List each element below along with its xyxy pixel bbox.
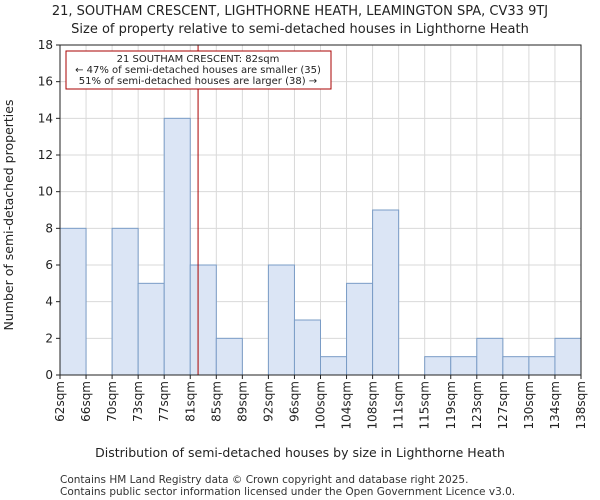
x-tick-label: 119sqm [444, 381, 458, 429]
annotation-line-3: 51% of semi-detached houses are larger (… [79, 76, 317, 87]
bar [528, 356, 556, 376]
bar [424, 356, 452, 376]
x-tick-label: 89sqm [235, 381, 249, 422]
y-tick-label: 18 [38, 38, 53, 52]
x-tick-label: 96sqm [287, 381, 301, 422]
x-tick-label: 81sqm [183, 381, 197, 422]
x-axis-label: Distribution of semi-detached houses by … [95, 445, 505, 460]
y-tick-label: 10 [38, 185, 53, 199]
bar [320, 356, 348, 376]
bar [450, 356, 478, 376]
x-tick-label: 138sqm [574, 381, 588, 429]
y-tick-label: 16 [38, 75, 53, 89]
y-tick-label: 8 [45, 221, 53, 235]
bar [267, 264, 295, 376]
x-tick-label: 62sqm [53, 381, 67, 422]
annotation-line-2: ← 47% of semi-detached houses are smalle… [75, 65, 321, 76]
x-tick-label: 115sqm [418, 381, 432, 429]
bar [476, 337, 504, 376]
y-tick-label: 12 [38, 148, 53, 162]
bar [111, 227, 139, 376]
bar [163, 117, 191, 376]
bar [346, 282, 374, 376]
x-tick-label: 77sqm [157, 381, 171, 422]
y-axis-label: Number of semi-detached properties [1, 100, 16, 331]
y-tick-label: 4 [45, 295, 53, 309]
x-tick-label: 92sqm [261, 381, 275, 422]
x-tick-label: 134sqm [548, 381, 562, 429]
bar [293, 319, 322, 376]
y-tick-label: 2 [45, 331, 53, 345]
x-tick-label: 127sqm [496, 381, 510, 429]
x-tick-label: 73sqm [131, 381, 145, 422]
x-tick-label: 123sqm [470, 381, 484, 429]
chart-title: 21, SOUTHAM CRESCENT, LIGHTHORNE HEATH, … [52, 4, 548, 19]
footer-line-1: Contains HM Land Registry data © Crown c… [60, 474, 468, 486]
bar [554, 337, 582, 376]
bar [137, 282, 165, 376]
footer-line-2: Contains public sector information licen… [60, 486, 515, 498]
y-axis-ticks: 0 2 4 6 8 10 12 14 16 18 [38, 38, 60, 382]
x-tick-label: 100sqm [314, 381, 328, 429]
annotation-box: 21 SOUTHAM CRESCENT: 82sqm ← 47% of semi… [65, 50, 332, 90]
bars [59, 117, 582, 376]
y-tick-label: 6 [45, 258, 53, 272]
bar [189, 264, 217, 376]
y-tick-label: 0 [45, 368, 53, 382]
x-tick-label: 111sqm [392, 381, 406, 429]
annotation-line-1: 21 SOUTHAM CRESCENT: 82sqm [117, 54, 280, 65]
x-tick-label: 108sqm [366, 381, 380, 429]
chart-subtitle: Size of property relative to semi-detach… [71, 22, 529, 37]
x-tick-label: 85sqm [209, 381, 223, 422]
annotation-frame [65, 50, 332, 90]
x-tick-label: 130sqm [522, 381, 536, 429]
bar [502, 356, 530, 376]
x-tick-label: 66sqm [79, 381, 93, 422]
bar [372, 209, 400, 376]
x-tick-label: 70sqm [105, 381, 119, 422]
bar [59, 227, 87, 376]
x-axis-ticks: 62sqm 66sqm 70sqm 73sqm 77sqm 81sqm 85sqm 89sqm… [53, 375, 588, 429]
y-tick-label: 14 [38, 111, 53, 125]
bar [215, 337, 243, 376]
x-tick-label: 104sqm [340, 381, 354, 429]
